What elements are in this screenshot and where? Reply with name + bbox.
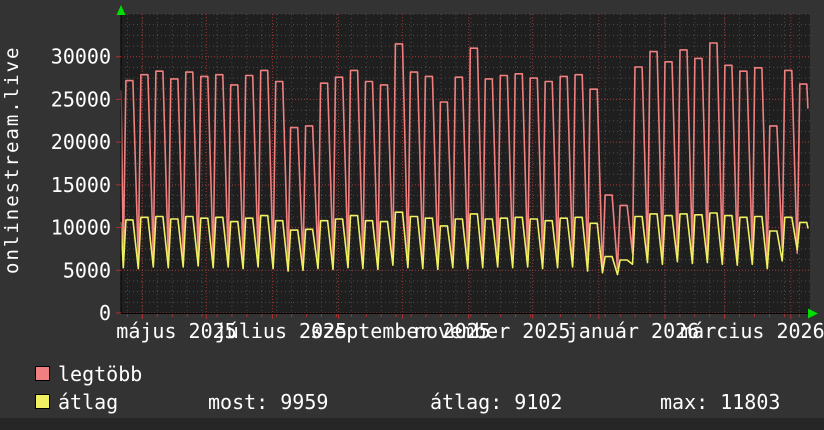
y-axis-label: 0 — [99, 301, 111, 325]
y-axis-label: 25000 — [51, 87, 111, 111]
y-axis-label: 5000 — [63, 258, 111, 282]
y-axis-label: 10000 — [51, 216, 111, 240]
legend-label-legtobb: legtöbb — [58, 362, 143, 386]
stat-atlag: átlag: 9102 — [430, 390, 563, 414]
legend-swatch-atlag — [35, 394, 50, 409]
series-line-atlag — [120, 211, 809, 276]
x-axis-label: május 2025 — [116, 319, 236, 343]
series-line-legtobb — [120, 42, 809, 273]
x-axis-label: január 2026 — [567, 319, 699, 343]
x-axis-label: március 2026 — [680, 319, 824, 343]
y-axis-arrow-icon — [116, 5, 126, 15]
x-axis-arrow-icon — [808, 308, 818, 319]
x-axis-label: november 2025 — [414, 319, 571, 343]
x-axis-label: szeptember 2025 — [310, 319, 491, 343]
bottom-strip — [0, 418, 824, 430]
y-axis-label: 20000 — [51, 130, 111, 154]
legend-label-atlag: átlag — [58, 390, 119, 414]
x-axis-label: július 2025 — [215, 319, 347, 343]
y-axis-label: 15000 — [51, 173, 111, 197]
stat-max: max: 11803 — [660, 390, 781, 414]
y-axis-label: 30000 — [51, 45, 111, 69]
stat-most: most: 9959 — [208, 390, 329, 414]
legend-swatch-legtobb — [35, 366, 50, 381]
